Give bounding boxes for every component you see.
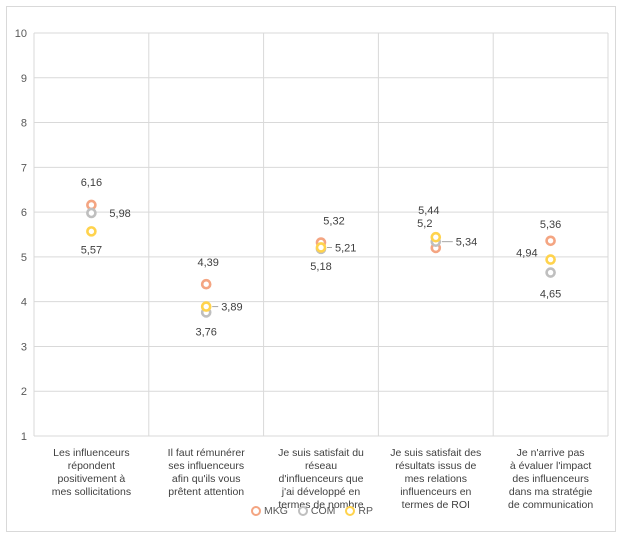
legend-label-rp: RP — [358, 505, 373, 517]
y-tick-label: 8 — [21, 118, 27, 130]
x-category-label: Je n'arrive pas — [517, 447, 585, 459]
data-label-mkg: 4,39 — [197, 257, 218, 269]
data-label-com: 5,98 — [109, 208, 130, 220]
data-label-mkg: 5,36 — [540, 219, 561, 231]
x-category-label: termes de ROI — [402, 499, 470, 511]
legend-item-com: COM — [297, 505, 336, 517]
y-tick-label: 9 — [21, 73, 27, 85]
data-label-mkg: 5,32 — [323, 216, 344, 228]
y-tick-label: 7 — [21, 162, 27, 174]
x-category-label: des influenceurs — [512, 473, 588, 485]
data-point-com — [545, 267, 556, 278]
x-category-label: réseau — [305, 460, 337, 472]
data-label-com: 5,18 — [310, 261, 331, 273]
x-category-label: Je suis satisfait des — [390, 447, 481, 459]
x-category-label: répondent — [68, 460, 115, 472]
y-tick-label: 5 — [21, 252, 27, 264]
x-category-label: mes sollicitations — [52, 486, 131, 498]
x-category-label: ses influenceurs — [168, 460, 244, 472]
x-category-label: afin qu'ils vous — [172, 473, 241, 485]
y-tick-label: 2 — [21, 386, 27, 398]
y-tick-label: 10 — [15, 28, 27, 40]
x-category-label: dans ma stratégie — [509, 486, 593, 498]
x-category-label: influenceurs en — [400, 486, 471, 498]
x-category-label: Il faut rémunérer — [168, 447, 246, 459]
data-label-mkg: 5,2 — [417, 218, 432, 230]
y-tick-label: 6 — [21, 207, 27, 219]
x-category-label: j'ai développé en — [281, 486, 361, 498]
x-category-label: positivement à — [58, 473, 126, 485]
x-category-label: résultats issus de — [395, 460, 476, 472]
data-point-com — [86, 207, 97, 219]
legend-marker-com — [297, 506, 308, 516]
legend-item-rp: RP — [345, 505, 373, 517]
x-category-label: Les influenceurs — [53, 447, 129, 459]
y-tick-label: 1 — [21, 431, 27, 443]
data-label-rp: 4,94 — [516, 248, 537, 260]
x-category-label: à évaluer l'impact — [510, 460, 591, 472]
legend-marker-mkg — [250, 506, 261, 516]
data-label-com: 5,34 — [456, 237, 477, 249]
data-label-rp: 5,57 — [81, 244, 102, 256]
data-label-com: 4,65 — [540, 289, 561, 301]
data-label-com: 3,76 — [195, 326, 216, 338]
data-label-rp: 5,21 — [335, 242, 356, 254]
data-point-mkg — [545, 235, 556, 247]
legend-item-mkg: MKG — [250, 505, 288, 517]
legend-label-com: COM — [310, 505, 336, 517]
x-category-label: d'influenceurs que — [279, 473, 364, 485]
y-tick-label: 3 — [21, 341, 27, 353]
x-category-label: Je suis satisfait du — [278, 447, 364, 459]
data-label-mkg: 6,16 — [81, 177, 102, 189]
data-point-rp — [200, 301, 212, 312]
x-category-label: de communication — [508, 499, 593, 511]
legend-label-mkg: MKG — [263, 505, 288, 517]
data-label-rp: 3,89 — [221, 302, 242, 314]
chart-frame — [6, 6, 616, 532]
legend-marker-rp — [345, 506, 356, 516]
data-point-rp — [430, 231, 442, 243]
y-tick-label: 4 — [21, 297, 27, 309]
data-point-rp — [545, 254, 556, 265]
legend: MKG COM RP — [0, 505, 624, 517]
data-point-mkg — [200, 278, 212, 290]
x-category-label: mes relations — [405, 473, 467, 485]
data-point-rp — [315, 242, 327, 253]
x-category-label: prêtent attention — [168, 486, 244, 498]
data-point-rp — [86, 226, 97, 237]
data-label-rp: 5,44 — [418, 205, 439, 217]
